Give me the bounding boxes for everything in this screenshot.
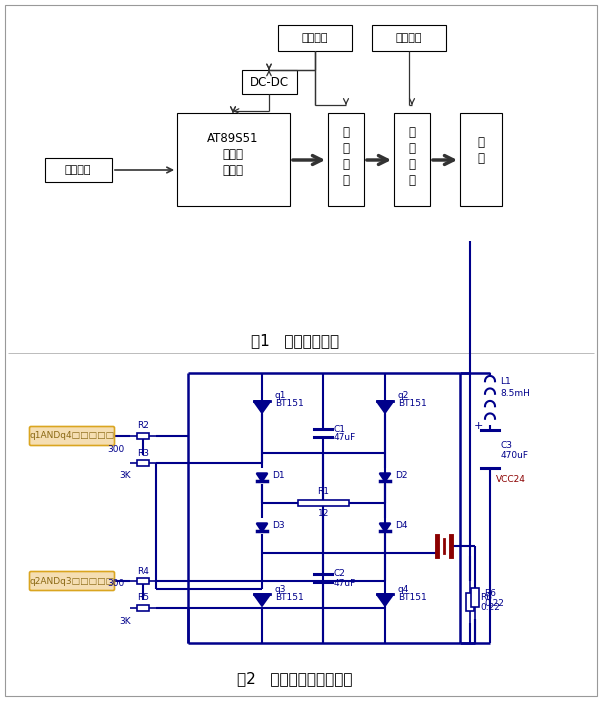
- FancyBboxPatch shape: [29, 426, 114, 446]
- Text: 块: 块: [409, 175, 415, 187]
- Text: 3K: 3K: [119, 616, 131, 625]
- Text: 300: 300: [108, 578, 125, 587]
- Text: q2ANDq3□□□□□: q2ANDq3□□□□□: [29, 576, 114, 585]
- Bar: [466, 592, 474, 611]
- Text: C3: C3: [501, 440, 513, 449]
- Bar: [328, 113, 364, 206]
- Text: 3K: 3K: [119, 472, 131, 480]
- Text: R4: R4: [137, 566, 149, 576]
- Text: 逆: 逆: [409, 126, 415, 139]
- Text: AT89S51: AT89S51: [207, 132, 259, 144]
- Bar: [278, 25, 352, 51]
- Text: D3: D3: [272, 522, 285, 531]
- Text: BT151: BT151: [398, 400, 427, 409]
- Text: q1ANDq4□□□□□: q1ANDq4□□□□□: [29, 432, 114, 440]
- Text: 12: 12: [318, 508, 329, 517]
- Text: C1: C1: [334, 425, 346, 433]
- Polygon shape: [377, 401, 393, 413]
- Text: 载: 载: [477, 153, 485, 165]
- Bar: [394, 113, 430, 206]
- Text: 离: 离: [343, 142, 350, 156]
- Polygon shape: [377, 594, 393, 606]
- Text: R3: R3: [137, 449, 149, 458]
- Text: D1: D1: [272, 472, 285, 480]
- Text: 单片机: 单片机: [223, 147, 243, 161]
- Bar: [372, 25, 446, 51]
- Text: q4: q4: [398, 585, 409, 594]
- Bar: [460, 113, 502, 206]
- Text: VCC24: VCC24: [496, 475, 526, 484]
- Text: R6: R6: [484, 589, 496, 598]
- Bar: [471, 588, 479, 607]
- Bar: [137, 460, 149, 466]
- Text: R5: R5: [137, 594, 149, 602]
- Text: q3: q3: [275, 585, 287, 594]
- Text: 时钟芯片: 时钟芯片: [65, 165, 92, 175]
- Bar: [137, 605, 149, 611]
- Text: 驱: 驱: [343, 158, 350, 172]
- Text: 8.5mH: 8.5mH: [500, 388, 530, 397]
- Text: BT151: BT151: [398, 592, 427, 601]
- Text: 0.22: 0.22: [484, 599, 504, 608]
- Bar: [242, 70, 297, 94]
- Text: 47uF: 47uF: [334, 578, 356, 587]
- Text: 变: 变: [409, 142, 415, 156]
- Text: 47uF: 47uF: [334, 433, 356, 442]
- Bar: [137, 433, 149, 439]
- Text: 300: 300: [108, 445, 125, 454]
- Text: 0.22: 0.22: [480, 604, 500, 613]
- Bar: [137, 578, 149, 584]
- Text: 图1   整体设计框图: 图1 整体设计框图: [251, 334, 339, 348]
- Text: 控制器: 控制器: [223, 163, 243, 177]
- Text: R6: R6: [480, 594, 492, 602]
- Text: BT151: BT151: [275, 592, 304, 601]
- Polygon shape: [380, 524, 391, 531]
- Text: D4: D4: [395, 522, 408, 531]
- Text: DC-DC: DC-DC: [249, 76, 288, 88]
- Bar: [298, 500, 349, 506]
- Text: R2: R2: [137, 421, 149, 430]
- Polygon shape: [256, 524, 267, 531]
- Text: 负: 负: [477, 137, 485, 149]
- Polygon shape: [380, 473, 391, 482]
- Text: q1: q1: [275, 391, 287, 400]
- Text: D2: D2: [395, 472, 408, 480]
- Polygon shape: [254, 594, 270, 606]
- Text: 直流电源: 直流电源: [302, 33, 328, 43]
- Text: 隔: 隔: [343, 126, 350, 139]
- Bar: [45, 158, 112, 182]
- FancyBboxPatch shape: [29, 571, 114, 590]
- Text: 辅助电源: 辅助电源: [396, 33, 422, 43]
- Text: 图2   逆变模块电路原理图: 图2 逆变模块电路原理图: [237, 672, 353, 686]
- Polygon shape: [254, 401, 270, 413]
- Bar: [177, 113, 290, 206]
- Text: 模: 模: [409, 158, 415, 172]
- Polygon shape: [256, 473, 267, 482]
- Text: 动: 动: [343, 175, 350, 187]
- Text: 470uF: 470uF: [501, 451, 529, 461]
- Text: BT151: BT151: [275, 400, 304, 409]
- Text: R1: R1: [317, 487, 329, 496]
- Text: q2: q2: [398, 391, 409, 400]
- Text: +: +: [473, 421, 483, 431]
- Text: C2: C2: [334, 569, 346, 578]
- Text: L1: L1: [500, 376, 510, 386]
